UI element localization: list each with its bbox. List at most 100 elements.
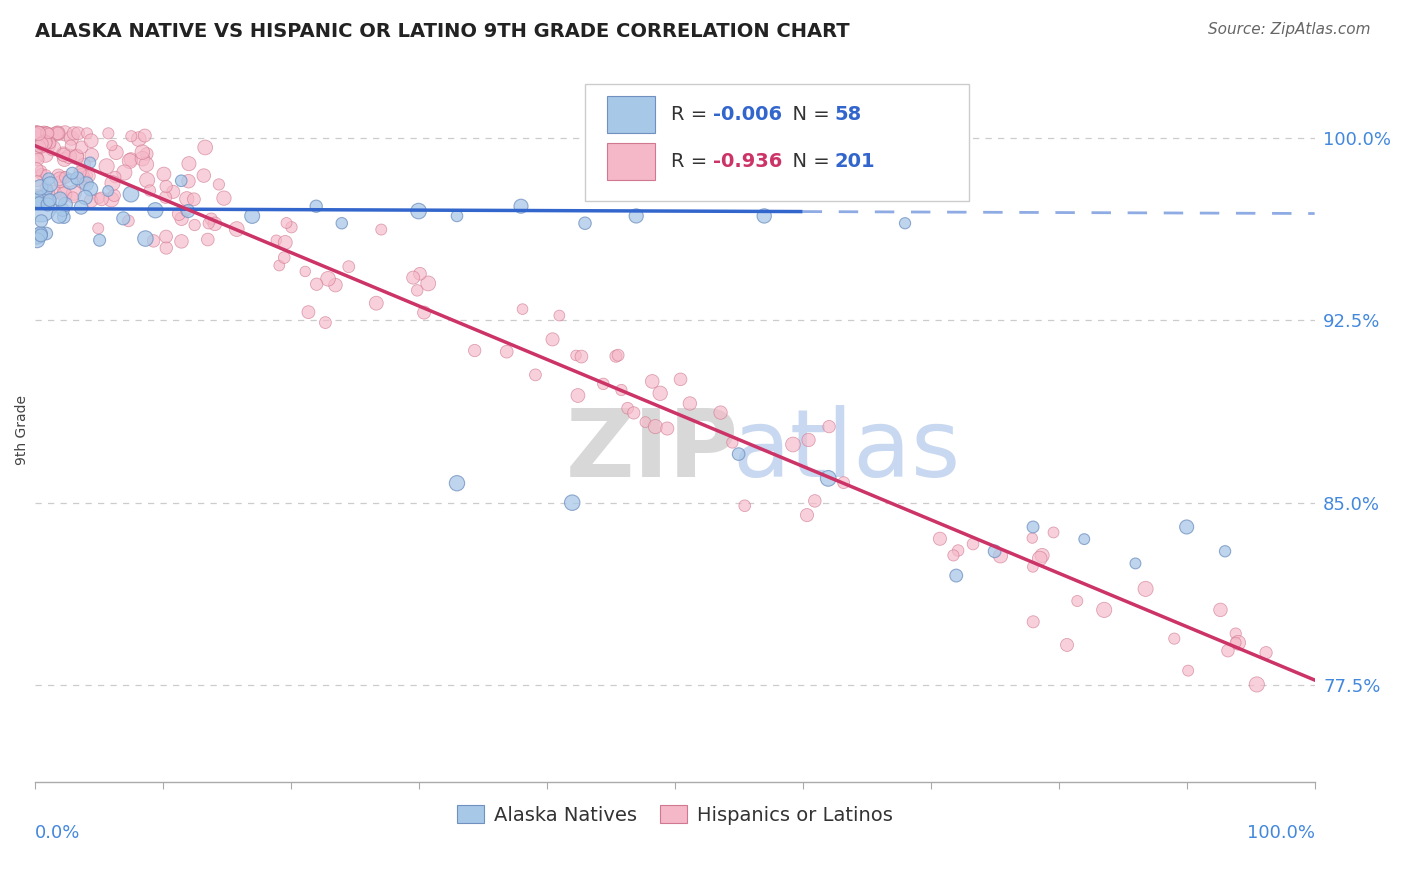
Point [100, 193, 122, 207]
Point [120, 187, 142, 202]
Point [1163, 632, 1185, 646]
Point [136, 173, 159, 187]
Point [31, 136, 53, 151]
Point [41, 126, 63, 140]
Point [67, 126, 90, 140]
Point [1092, 603, 1115, 617]
Point [53, 126, 76, 140]
Point [183, 192, 205, 206]
Point [63, 186, 86, 200]
Point [1028, 551, 1050, 566]
Point [832, 475, 855, 490]
Point [567, 388, 589, 402]
Point [177, 174, 200, 188]
Point [34, 126, 56, 140]
Point [101, 176, 124, 190]
Point [60, 166, 83, 180]
Point [280, 220, 302, 235]
Point [177, 157, 200, 171]
Text: ALASKA NATIVE VS HISPANIC OR LATINO 9TH GRADE CORRELATION CHART: ALASKA NATIVE VS HISPANIC OR LATINO 9TH … [35, 22, 849, 41]
Point [276, 216, 298, 230]
Point [25, 193, 48, 207]
Point [183, 218, 205, 232]
Point [90, 192, 112, 206]
Point [623, 406, 645, 420]
Point [25, 150, 48, 164]
Point [197, 216, 219, 230]
Point [134, 231, 156, 245]
Point [32, 126, 55, 140]
Point [48, 171, 70, 186]
Point [657, 421, 679, 435]
Point [104, 169, 127, 184]
Point [31, 167, 53, 181]
Point [565, 348, 588, 362]
Point [1066, 594, 1088, 608]
FancyBboxPatch shape [585, 85, 969, 201]
Point [30, 135, 52, 149]
Point [709, 406, 731, 420]
Point [194, 140, 217, 154]
Point [170, 211, 193, 226]
Point [574, 216, 596, 230]
Point [208, 178, 231, 192]
Point [25, 233, 48, 247]
Point [34, 135, 56, 149]
Point [73, 158, 96, 172]
Point [72, 174, 94, 188]
Text: 58: 58 [835, 105, 862, 124]
Point [105, 145, 128, 160]
Point [59, 138, 82, 153]
Point [25, 126, 48, 140]
Point [25, 189, 48, 203]
Point [464, 343, 486, 358]
Point [24, 129, 46, 144]
Point [52, 184, 75, 198]
Point [75, 190, 97, 204]
Point [269, 259, 291, 273]
Point [170, 235, 193, 249]
Text: N =: N = [779, 152, 835, 170]
Point [135, 147, 157, 161]
Point [894, 216, 917, 230]
Point [35, 227, 58, 241]
Point [679, 396, 702, 410]
Point [87, 221, 110, 235]
Point [782, 437, 804, 451]
Point [52, 170, 75, 185]
Point [52, 148, 75, 162]
Point [25, 195, 48, 210]
Point [52, 147, 75, 161]
Point [52, 202, 75, 217]
Text: 201: 201 [835, 152, 876, 170]
Text: atlas: atlas [733, 405, 960, 497]
Point [325, 278, 347, 293]
Point [46, 126, 69, 140]
Point [96, 159, 118, 173]
Point [37, 183, 59, 197]
Point [60, 131, 83, 145]
Point [38, 126, 60, 140]
Point [294, 264, 316, 278]
Text: -0.006: -0.006 [713, 105, 782, 124]
Point [79, 182, 101, 196]
Point [131, 145, 153, 160]
Point [962, 537, 984, 551]
Point [28, 126, 51, 140]
Point [1021, 531, 1043, 545]
Point [548, 309, 571, 323]
Point [37, 126, 59, 140]
Point [34, 147, 56, 161]
Text: R =: R = [671, 152, 713, 170]
Point [27, 126, 49, 140]
Point [31, 138, 53, 153]
Point [225, 222, 247, 236]
Point [76, 126, 98, 140]
Point [30, 214, 52, 228]
FancyBboxPatch shape [607, 143, 655, 179]
Point [155, 229, 177, 244]
Point [25, 229, 48, 244]
Point [1177, 664, 1199, 678]
Point [62, 190, 84, 204]
Point [38, 193, 60, 207]
